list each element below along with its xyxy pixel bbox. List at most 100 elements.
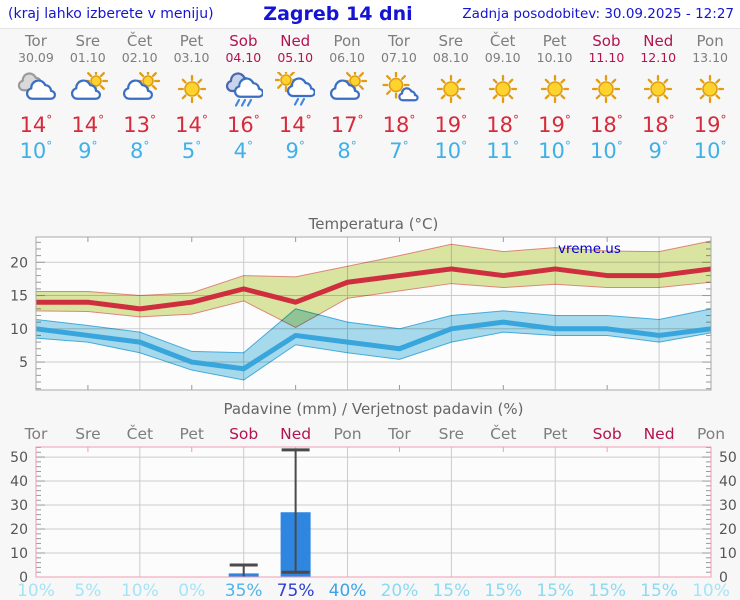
- weather-icon: [217, 72, 269, 110]
- precip-whisker: [281, 448, 310, 574]
- weather-icon: [632, 72, 684, 110]
- day-column[interactable]: Tor 30.09 14° 10°: [10, 29, 62, 211]
- day-date: 06.10: [329, 50, 365, 65]
- cloud-shape: [70, 79, 101, 100]
- degree-symbol: °: [46, 113, 53, 127]
- last-update: Zadnja posodobitev: 30.09.2025 - 12:27: [462, 6, 734, 22]
- day-column[interactable]: Sre 08.10 19° 10°: [425, 29, 477, 211]
- precip-chart-title: Padavine (mm) / Verjetnost padavin (%): [224, 400, 524, 418]
- sun-cloud-rain-icon: [274, 67, 317, 106]
- degree-symbol: °: [513, 139, 520, 153]
- sunny-icon: [592, 74, 621, 104]
- day-name: Čet: [126, 32, 153, 50]
- low-temp: 10°: [693, 139, 727, 163]
- sun-shape: [342, 68, 368, 94]
- high-temp: 16°: [227, 113, 260, 137]
- high-temp: 14°: [175, 113, 208, 137]
- day-date: 04.10: [225, 50, 262, 65]
- menu-hint: (kraj lahko izberete v meniju): [8, 6, 214, 22]
- precip-y-label-right: 0: [719, 570, 728, 586]
- degree-symbol: °: [461, 139, 468, 153]
- rain-drop: [300, 97, 306, 106]
- day-name: Ned: [643, 32, 674, 50]
- degree-symbol: °: [357, 113, 364, 127]
- day-column[interactable]: Čet 09.10 18° 11°: [477, 29, 529, 211]
- degree-symbol: °: [402, 139, 409, 153]
- high-temp: 18°: [641, 113, 675, 137]
- precip-bars: [228, 448, 311, 577]
- precip-y-label-right: 20: [719, 522, 737, 538]
- precip-y-label-right: 50: [719, 450, 737, 466]
- sunny-icon: [540, 74, 569, 104]
- day-column[interactable]: Pet 10.10 19° 10°: [529, 29, 581, 211]
- weather-icon: [477, 72, 529, 110]
- low-temp: 4°: [233, 139, 254, 163]
- cloud-shape: [122, 79, 153, 100]
- high-temp: 14°: [19, 113, 53, 137]
- high-temp: 13°: [123, 113, 157, 137]
- precip-day-label: Tor: [387, 425, 411, 443]
- temperature-chart: 5 10 15 20 Temperatura (°C) vreme.us: [10, 215, 712, 391]
- day-column[interactable]: Pon 06.10 17° 8°: [321, 29, 373, 211]
- day-date: 12.10: [640, 50, 677, 65]
- precip-probability: 75%: [277, 581, 315, 600]
- weather-icon: [114, 68, 166, 110]
- watermark-link[interactable]: vreme.us: [558, 241, 621, 257]
- cloud-shape: [25, 79, 56, 100]
- day-column[interactable]: Čet 02.10 13° 8°: [114, 29, 166, 211]
- precip-probability: 20%: [381, 581, 419, 600]
- cloud-shape: [234, 77, 265, 98]
- page-header: (kraj lahko izberete v meniju) Zagreb 14…: [0, 0, 740, 29]
- precip-probability: 40%: [329, 581, 367, 600]
- degree-symbol: °: [298, 139, 305, 153]
- precip-probability: 15%: [588, 581, 626, 600]
- precip-y-label-left: 50: [10, 450, 28, 466]
- day-column[interactable]: Pon 13.10 19° 10°: [684, 29, 736, 211]
- sun-cloud-icon: [70, 68, 108, 100]
- sun-shape: [488, 74, 517, 104]
- day-column[interactable]: Sre 01.10 14° 9°: [62, 29, 114, 211]
- weather-icon: [166, 72, 218, 110]
- forecast-strip: Tor 30.09 14° 10° Sre 01.10 14° 9° Čet 02.10 13° 8°…: [10, 29, 736, 211]
- precip-day-label: Pon: [697, 425, 725, 443]
- day-name: Sre: [75, 32, 101, 50]
- day-column[interactable]: Sob 04.10 16° 4°: [217, 29, 269, 211]
- precip-day-label: Čet: [490, 424, 516, 443]
- precip-y-label-left: 40: [10, 474, 28, 490]
- day-date: 01.10: [69, 50, 106, 65]
- precip-probability: 15%: [432, 581, 470, 600]
- max-temp-line: [36, 266, 712, 312]
- sun-cloud-icon: [330, 68, 368, 100]
- precip-day-label: Tor: [24, 425, 48, 443]
- weather-icon: [269, 67, 321, 110]
- high-temp: 14°: [278, 113, 312, 137]
- sun-shape: [695, 74, 725, 104]
- precip-probability: 15%: [640, 581, 678, 600]
- rain-drop: [241, 98, 247, 107]
- degree-symbol: °: [668, 113, 675, 127]
- degree-symbol: °: [305, 113, 312, 127]
- degree-symbol: °: [247, 139, 254, 153]
- day-column[interactable]: Sob 11.10 18° 10°: [580, 29, 632, 211]
- day-column[interactable]: Ned 12.10 18° 9°: [632, 29, 684, 211]
- precip-y-label-left: 10: [10, 546, 28, 562]
- sun-small-cloud-icon: [382, 71, 419, 102]
- low-temp: 8°: [337, 139, 357, 163]
- degree-symbol: °: [201, 113, 208, 127]
- day-name: Sob: [592, 32, 621, 50]
- low-temp: 11°: [486, 139, 520, 163]
- day-date: 30.09: [18, 50, 54, 65]
- weather-icon: [62, 68, 114, 110]
- day-column[interactable]: Pet 03.10 14° 5°: [166, 29, 218, 211]
- day-name: Sob: [229, 32, 258, 50]
- day-column[interactable]: Ned 05.10 14° 9°: [269, 29, 321, 211]
- precip-probability: 10%: [121, 581, 159, 600]
- day-date: 03.10: [173, 50, 210, 65]
- degree-symbol: °: [461, 113, 468, 127]
- day-name: Tor: [24, 32, 47, 50]
- sun-shape: [83, 68, 108, 94]
- day-name: Ned: [280, 32, 311, 50]
- day-name: Čet: [489, 32, 516, 50]
- precip-day-label: Ned: [644, 425, 675, 443]
- day-column[interactable]: Tor 07.10 18° 7°: [373, 29, 425, 211]
